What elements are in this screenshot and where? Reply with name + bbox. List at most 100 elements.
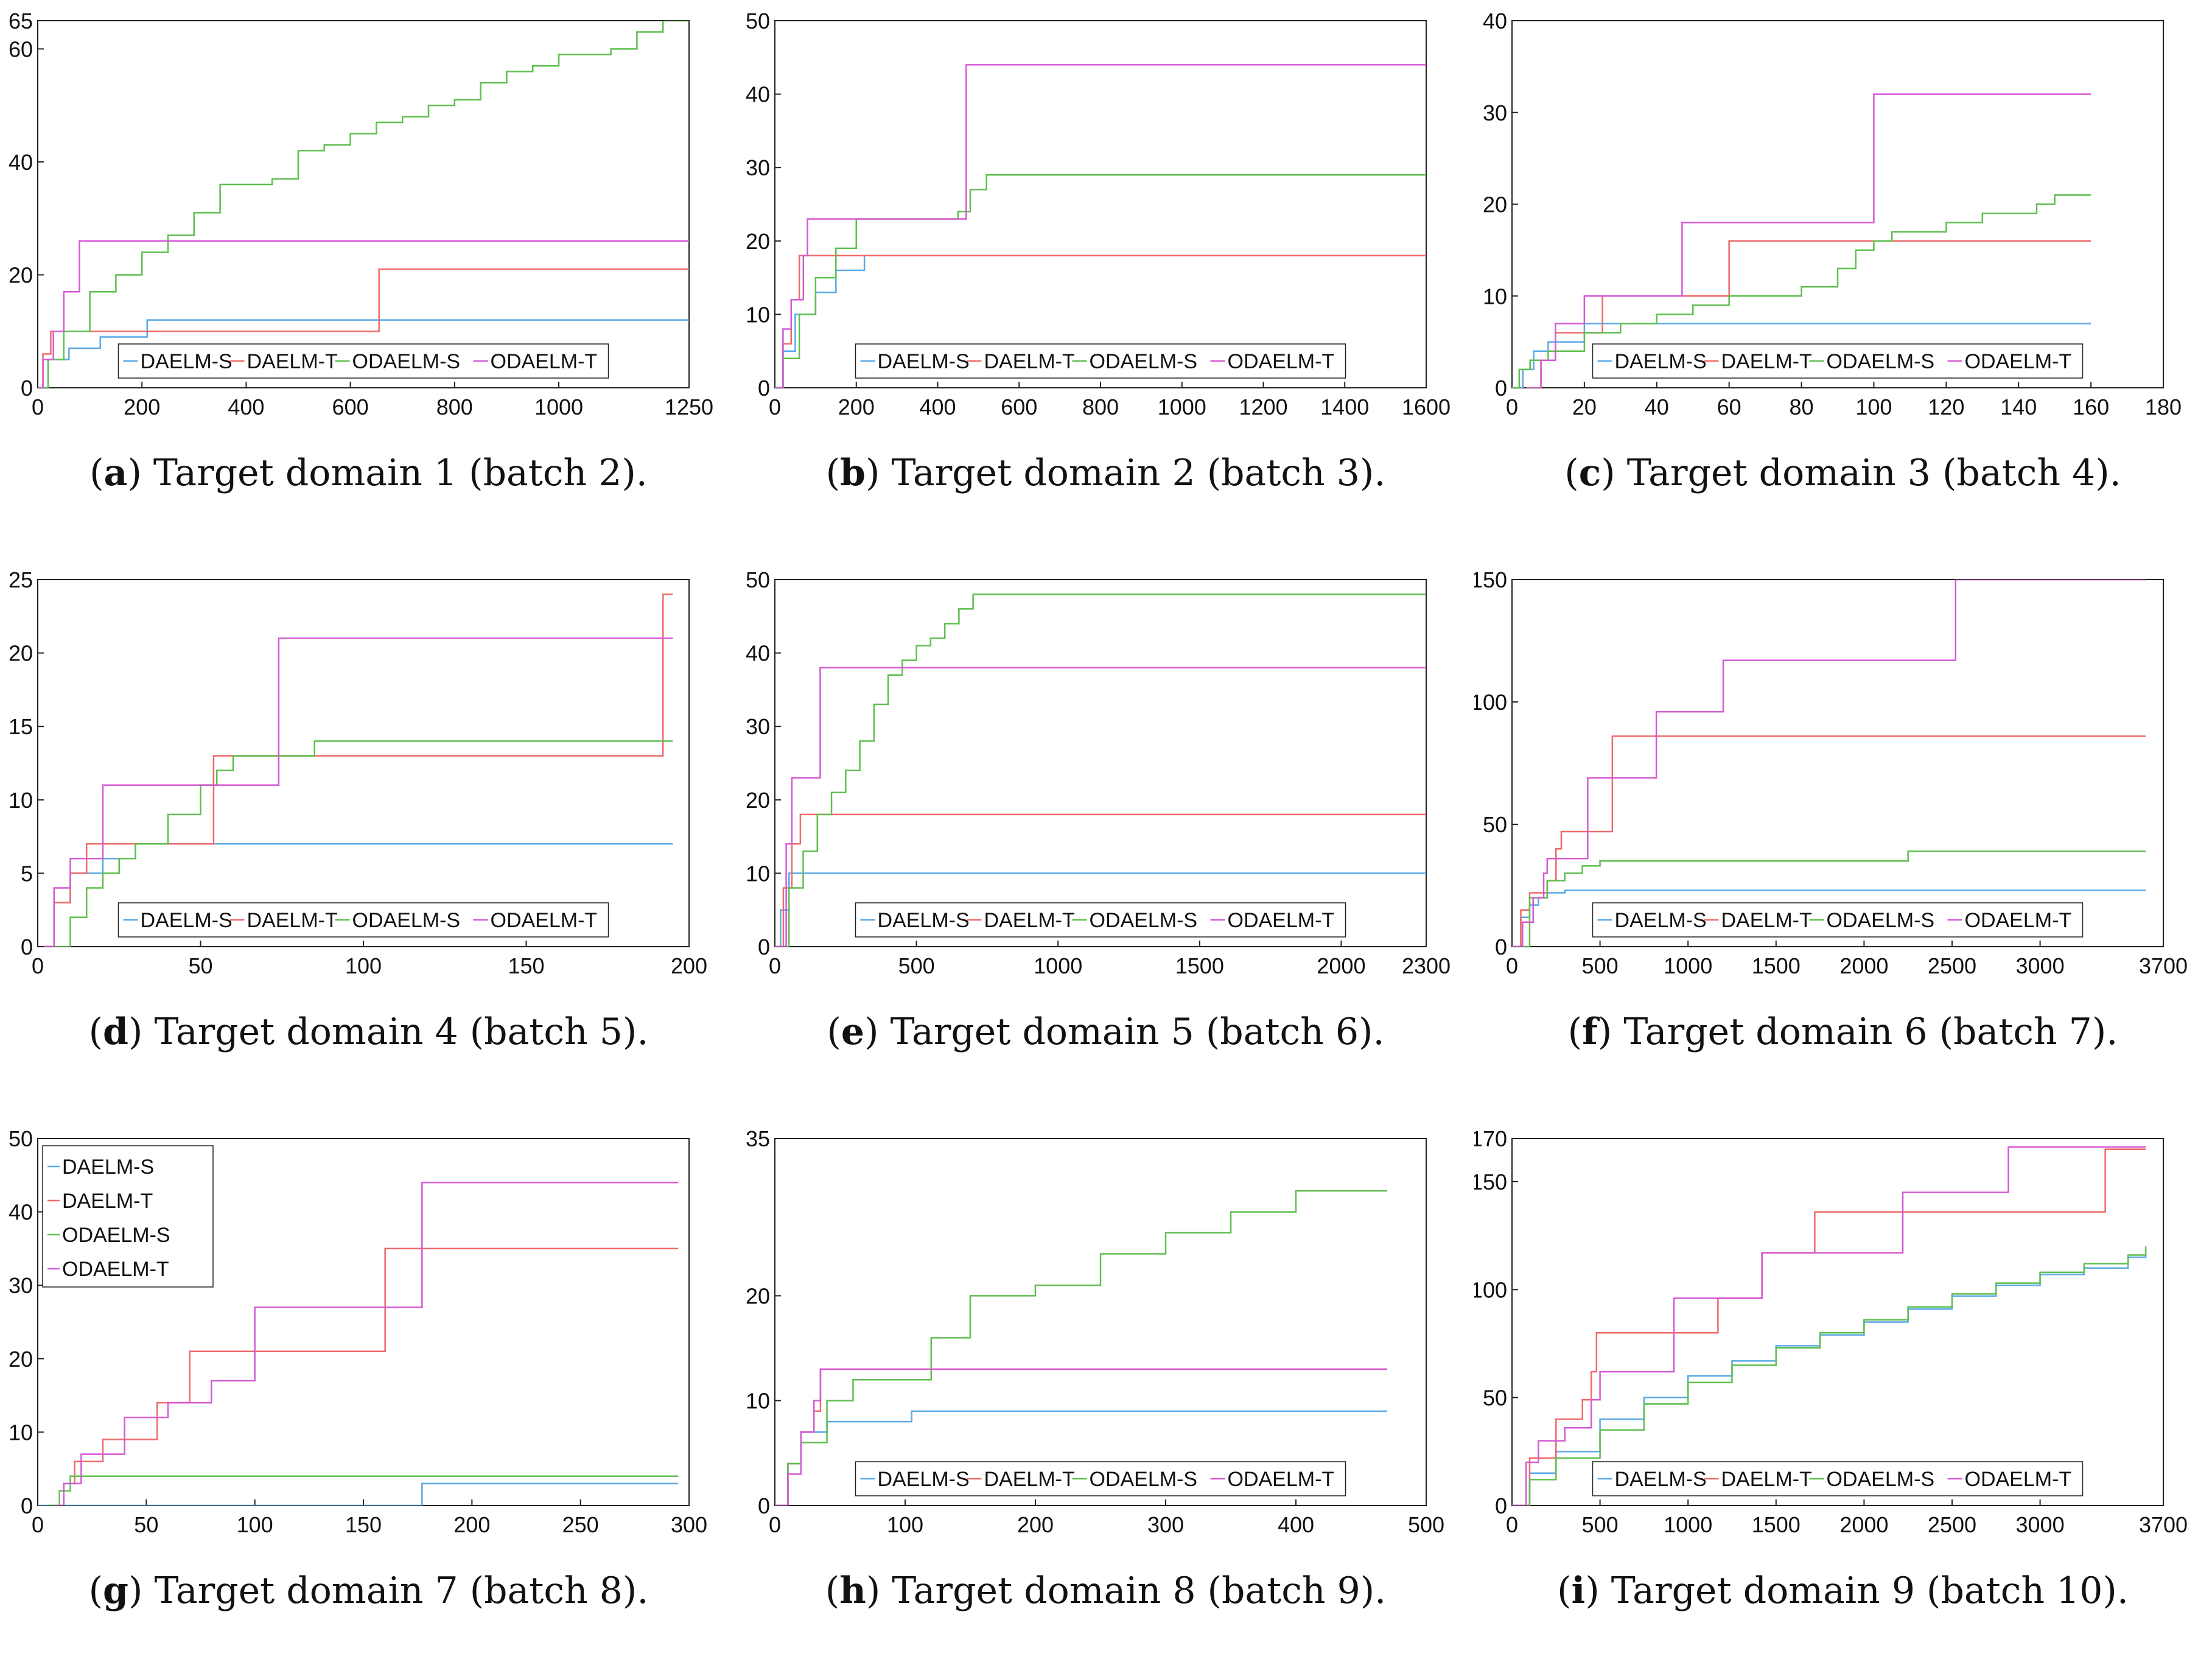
x-tick-label: 0: [32, 394, 44, 419]
legend-label: DAELM-S: [1615, 909, 1707, 932]
legend-label: DAELM-S: [141, 350, 233, 373]
legend: DAELM-S DAELM-T ODAELM-S ODAELM-T: [855, 343, 1346, 379]
legend-label: ODAELM-T: [1965, 1468, 2072, 1491]
y-tick-label: 0: [1495, 376, 1507, 401]
chart-panel-i: 0 500 1000 1500 2000 2500 3000 3700 0 50 100 150 170…: [1474, 1118, 2211, 1662]
caption-text: Target domain 1 (batch 2).: [153, 452, 648, 494]
legend-label: ODAELM-T: [491, 350, 598, 373]
legend-label: DAELM-T: [984, 909, 1075, 932]
y-tick-label: 50: [1483, 1386, 1507, 1411]
series-line-daelm-t: [1512, 1148, 2146, 1506]
series-line-odaelm-t: [775, 64, 1426, 388]
legend-label: ODAELM-T: [1228, 909, 1335, 932]
y-tick-label: 0: [1495, 1493, 1507, 1518]
caption-text: Target domain 3 (batch 4).: [1626, 452, 2121, 494]
legend: DAELM-S DAELM-T ODAELM-S ODAELM-T: [855, 1461, 1346, 1496]
y-tick-label: 5: [21, 861, 33, 886]
legend-label: ODAELM-T: [1228, 350, 1335, 373]
x-tick-label: 150: [345, 1512, 382, 1537]
legend-label: ODAELM-S: [62, 1224, 170, 1247]
x-tick-label: 180: [2145, 394, 2182, 419]
series-line-odaelm-t: [55, 1182, 679, 1506]
x-tick-label: 500: [1408, 1512, 1444, 1537]
x-tick-label: 500: [1582, 1512, 1619, 1537]
legend-label: DAELM-T: [247, 909, 338, 932]
caption-text: Target domain 2 (batch 3).: [891, 452, 1386, 494]
x-tick-label: 40: [1645, 394, 1669, 419]
legend: DAELM-S DAELM-T ODAELM-S ODAELM-T: [117, 343, 609, 379]
x-tick-label: 0: [769, 953, 781, 978]
axes-frame: [774, 1138, 1427, 1506]
x-tick-label: 140: [2000, 394, 2037, 419]
x-tick-label: 600: [332, 394, 369, 419]
x-tick-label: 120: [1928, 394, 1964, 419]
legend-label: DAELM-S: [1615, 350, 1707, 373]
y-tick-label: 20: [1483, 192, 1507, 217]
y-tick-label: 35: [746, 1126, 770, 1151]
legend-label: ODAELM-T: [491, 909, 598, 932]
series-line-odaelm-t: [1512, 1146, 2146, 1506]
x-tick-label: 3000: [2016, 953, 2065, 978]
x-tick-label: 1600: [1402, 394, 1451, 419]
y-tick-label: 20: [9, 641, 33, 666]
caption-text: Target domain 7 (batch 8).: [154, 1569, 649, 1612]
x-tick-label: 200: [1017, 1512, 1054, 1537]
x-tick-label: 2500: [1928, 953, 1976, 978]
y-tick-label: 0: [21, 376, 33, 401]
legend-box: [855, 902, 1346, 938]
x-tick-label: 1200: [1239, 394, 1287, 419]
x-tick-label: 1400: [1320, 394, 1369, 419]
y-tick-label: 0: [21, 934, 33, 959]
axes-frame: [37, 579, 690, 947]
x-tick-label: 300: [1147, 1512, 1184, 1537]
x-tick-label: 300: [671, 1512, 707, 1537]
x-tick-label: 1500: [1752, 1512, 1801, 1537]
x-tick-label: 1000: [1664, 1512, 1712, 1537]
legend-label: ODAELM-S: [352, 350, 461, 373]
x-tick-label: 3700: [2139, 1512, 2188, 1537]
legend-box: [1592, 1461, 2084, 1496]
chart-d: 0 50 100 150 200 0 5 10 15 20 25 DAELM-S DAELM-T ODAE…: [9, 567, 707, 978]
y-tick-label: 40: [746, 82, 770, 107]
caption-letter: b: [840, 452, 866, 494]
subfigure-caption: (h) Target domain 8 (batch 9).: [825, 1569, 1387, 1612]
legend-label: DAELM-T: [62, 1190, 153, 1213]
caption-letter: i: [1571, 1569, 1586, 1612]
caption-text: Target domain 6 (batch 7).: [1623, 1011, 2118, 1053]
x-tick-label: 800: [436, 394, 473, 419]
series-line-daelm-s: [38, 1482, 679, 1506]
legend-label: ODAELM-S: [1827, 909, 1935, 932]
series-line-odaelm-t: [38, 240, 689, 388]
caption-text: Target domain 4 (batch 5).: [154, 1011, 649, 1053]
legend-label: ODAELM-S: [1827, 1468, 1935, 1491]
y-tick-label: 60: [9, 37, 33, 61]
y-tick-label: 30: [1483, 100, 1507, 125]
legend-label: DAELM-S: [878, 1468, 970, 1491]
chart-b: 0 200 400 600 800 1000 1200 1400 1600 0 10 20 30 40 50…: [746, 9, 1451, 419]
series-line-odaelm-t: [775, 1368, 1387, 1506]
legend-label: ODAELM-T: [1965, 350, 2072, 373]
series-line-odaelm-s: [48, 1475, 679, 1506]
y-tick-label: 0: [1495, 934, 1507, 959]
series-line-odaelm-s: [775, 174, 1426, 388]
x-tick-label: 150: [508, 953, 544, 978]
legend-box: [1592, 902, 2084, 938]
subfigure-caption: (g) Target domain 7 (batch 8).: [88, 1569, 649, 1612]
series-line-daelm-s: [775, 255, 866, 388]
chart-panel-g: 0 50 100 150 200 250 300 0 10 20 30 40 50 DAELM-S DAEL…: [0, 1118, 737, 1662]
y-tick-label: 40: [1483, 9, 1507, 33]
x-tick-label: 0: [1506, 394, 1518, 419]
caption-letter: e: [841, 1011, 865, 1053]
x-tick-label: 3700: [2139, 953, 2188, 978]
subfigure-caption: (i) Target domain 9 (batch 10).: [1557, 1569, 2129, 1612]
x-tick-label: 400: [1278, 1512, 1314, 1537]
series-line-daelm-s: [775, 872, 1426, 947]
y-tick-label: 65: [9, 9, 33, 33]
x-tick-label: 2000: [1317, 953, 1365, 978]
legend-box: [855, 343, 1346, 379]
y-tick-label: 150: [1474, 1169, 1507, 1194]
chart-panel-h: 0 100 200 300 400 500 0 10 20 35 DAELM-S DAELM-T ODA…: [737, 1118, 1474, 1662]
legend: DAELM-S DAELM-T ODAELM-S ODAELM-T: [1592, 1461, 2084, 1496]
x-tick-label: 1000: [1034, 953, 1082, 978]
